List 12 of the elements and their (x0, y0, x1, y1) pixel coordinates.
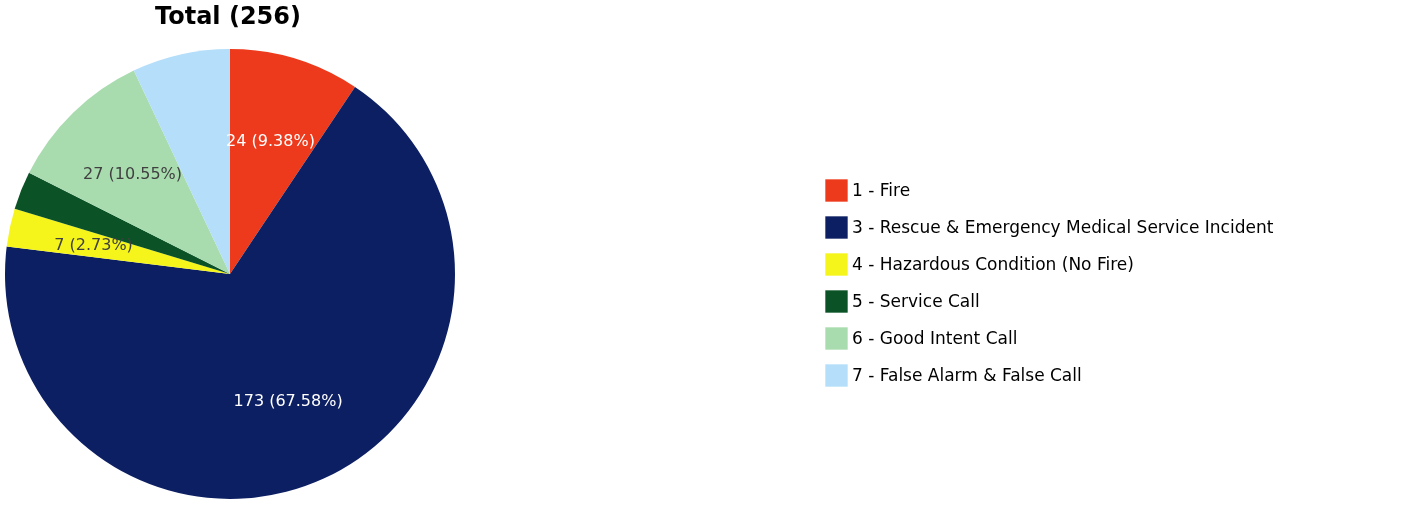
pie-slice (6, 208, 230, 274)
data-label: 7 (2.73%) (54, 235, 133, 255)
legend-label: 6 - Good Intent Call (852, 327, 1018, 348)
legend-label: 4 - Hazardous Condition (No Fire) (852, 253, 1134, 274)
legend-label: 7 - False Alarm & False Call (852, 364, 1082, 385)
pie-slice (5, 86, 455, 499)
legend-label: 3 - Rescue & Emergency Medical Service Incident (852, 216, 1274, 237)
data-label: 27 (10.55%) (83, 164, 183, 184)
data-label: 173 (67.58%) (233, 390, 343, 410)
legend-label: 1 - Fire (852, 179, 911, 200)
chart-title: Total (256) (155, 2, 301, 30)
legend-label: 5 - Service Call (852, 290, 980, 311)
